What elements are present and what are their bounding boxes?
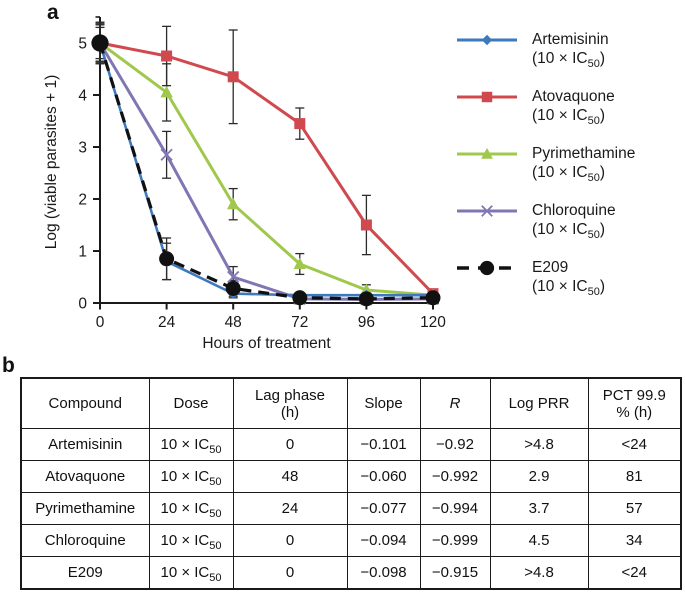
legend-series-name: Atovaquone	[532, 88, 615, 105]
clearance-parameters-table: Compound Dose Lag phase (h) Slope R Log P…	[20, 377, 682, 590]
y-axis-ticks: 0 1 2 3 4 5	[78, 36, 100, 313]
cell-log-prr: 2.9	[489, 460, 589, 493]
legend-entry-artemisinin: Artemisinin (10 × IC50)	[455, 30, 683, 71]
cell-log-prr: >4.8	[489, 556, 589, 590]
cell-r: −0.994	[419, 492, 491, 525]
svg-text:48: 48	[225, 314, 242, 331]
cell-pct: 57	[587, 492, 682, 525]
svg-text:Log (viable parasites + 1): Log (viable parasites + 1)	[43, 75, 60, 249]
legend-series-dose: (10 × IC50)	[532, 278, 605, 299]
cell-r: −0.92	[419, 428, 491, 461]
col-header-slope: Slope	[346, 377, 421, 429]
artemisinin-line-marker-icon	[457, 34, 517, 46]
cell-slope: −0.101	[346, 428, 421, 461]
pyrimethamine-line-marker-icon	[457, 147, 517, 159]
svg-text:5: 5	[78, 36, 87, 53]
cell-r: −0.992	[419, 460, 491, 493]
col-header-r: R	[419, 377, 491, 429]
cell-compound: Atovaquone	[20, 460, 150, 493]
legend-entry-chloroquine: Chloroquine (10 × IC50)	[455, 201, 683, 242]
legend-series-dose: (10 × IC50)	[532, 107, 605, 128]
col-header-pct: PCT 99.9% (h)	[587, 377, 682, 429]
svg-text:Hours of treatment: Hours of treatment	[202, 335, 331, 352]
cell-compound: Artemisinin	[20, 428, 150, 461]
atovaquone-line-marker-icon	[457, 91, 517, 103]
cell-dose: 10 × IC50	[148, 428, 234, 461]
cell-lag: 0	[232, 524, 348, 557]
table-row-artemisinin: Artemisinin 10 × IC50 0 −0.101 −0.92 >4.…	[20, 428, 682, 461]
cell-dose: 10 × IC50	[148, 492, 234, 525]
col-header-log-prr: Log PRR	[489, 377, 589, 429]
cell-lag: 48	[232, 460, 348, 493]
legend-series-name: Artemisinin	[532, 31, 609, 48]
series-pyrimethamine	[93, 36, 440, 301]
table-row-chloroquine: Chloroquine 10 × IC50 0 −0.094 −0.999 4.…	[20, 524, 682, 557]
col-header-compound: Compound	[20, 377, 150, 429]
chloroquine-line-marker-icon	[457, 205, 517, 217]
cell-compound: E209	[20, 556, 150, 590]
legend-series-dose: (10 × IC50)	[532, 164, 605, 185]
cell-dose: 10 × IC50	[148, 460, 234, 493]
legend-series-name: Chloroquine	[532, 202, 616, 219]
chart-legend: Artemisinin (10 × IC50) Atovaquone (10 ×…	[455, 30, 683, 315]
legend-series-dose: (10 × IC50)	[532, 50, 605, 71]
svg-text:0: 0	[78, 296, 87, 313]
cell-r: −0.915	[419, 556, 491, 590]
error-bars	[95, 21, 438, 305]
table-row-e209: E209 10 × IC50 0 −0.098 −0.915 >4.8 <24	[20, 556, 682, 590]
cell-slope: −0.094	[346, 524, 421, 557]
cell-pct: <24	[587, 556, 682, 590]
table-row-pyrimethamine: Pyrimethamine 10 × IC50 24 −0.077 −0.994…	[20, 492, 682, 525]
legend-entry-pyrimethamine: Pyrimethamine (10 × IC50)	[455, 144, 683, 185]
parasite-clearance-chart: 0 1 2 3 4 5 0 24 48 72 96 120 Hours of treatment Log …	[43, 16, 446, 352]
col-header-dose: Dose	[148, 377, 234, 429]
svg-text:1: 1	[78, 244, 87, 261]
legend-series-name: Pyrimethamine	[532, 145, 636, 162]
cell-slope: −0.077	[346, 492, 421, 525]
svg-text:72: 72	[291, 314, 308, 331]
cell-log-prr: 4.5	[489, 524, 589, 557]
y-axis-label: Log (viable parasites + 1)	[43, 75, 60, 249]
e209-line-marker-icon	[457, 260, 517, 276]
series-e209	[91, 34, 441, 307]
cell-pct: <24	[587, 428, 682, 461]
legend-series-dose: (10 × IC50)	[532, 221, 605, 242]
panel-a-label: a	[47, 1, 59, 24]
svg-text:24: 24	[158, 314, 176, 331]
cell-pct: 81	[587, 460, 682, 493]
cell-slope: −0.060	[346, 460, 421, 493]
cell-lag: 0	[232, 556, 348, 590]
cell-log-prr: >4.8	[489, 428, 589, 461]
x-axis-ticks: 0 24 48 72 96 120	[96, 303, 446, 331]
cell-r: −0.999	[419, 524, 491, 557]
cell-dose: 10 × IC50	[148, 556, 234, 590]
legend-entry-e209: E209 (10 × IC50)	[455, 258, 683, 299]
x-axis-label: Hours of treatment	[202, 335, 331, 352]
cell-compound: Chloroquine	[20, 524, 150, 557]
svg-text:0: 0	[96, 314, 105, 331]
cell-slope: −0.098	[346, 556, 421, 590]
svg-text:2: 2	[78, 192, 87, 209]
cell-lag: 24	[232, 492, 348, 525]
cell-pct: 34	[587, 524, 682, 557]
svg-text:4: 4	[78, 88, 87, 105]
svg-text:3: 3	[78, 140, 87, 157]
cell-dose: 10 × IC50	[148, 524, 234, 557]
svg-text:96: 96	[358, 314, 375, 331]
svg-text:120: 120	[420, 314, 446, 331]
panel-b-label: b	[2, 354, 15, 377]
cell-compound: Pyrimethamine	[20, 492, 150, 525]
col-header-lag-phase: Lag phase (h)	[232, 377, 348, 429]
table-header-row: Compound Dose Lag phase (h) Slope R Log P…	[20, 377, 682, 429]
table-row-atovaquone: Atovaquone 10 × IC50 48 −0.060 −0.992 2.…	[20, 460, 682, 493]
chart-axes	[95, 16, 439, 304]
legend-entry-atovaquone: Atovaquone (10 × IC50)	[455, 87, 683, 128]
cell-log-prr: 3.7	[489, 492, 589, 525]
cell-lag: 0	[232, 428, 348, 461]
legend-series-name: E209	[532, 259, 569, 276]
